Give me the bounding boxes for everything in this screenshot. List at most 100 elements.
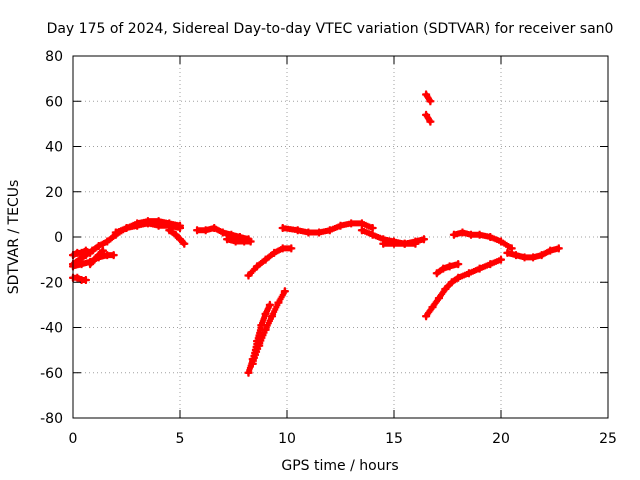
data-point (98, 246, 107, 255)
data-point (278, 223, 287, 232)
data-point (270, 248, 279, 257)
data-point (419, 235, 428, 244)
data-point (133, 221, 142, 230)
data-point (486, 260, 495, 269)
data-point (154, 221, 163, 230)
series-arc-19 (432, 260, 463, 278)
data-point (143, 219, 152, 228)
data-point (103, 237, 112, 246)
data-point (77, 260, 86, 269)
data-point (325, 226, 334, 235)
data-point (261, 255, 270, 264)
data-point (81, 275, 90, 284)
data-point (94, 251, 103, 260)
data-point (90, 255, 99, 264)
data-point (244, 368, 253, 377)
series-arc-16 (422, 90, 435, 106)
data-point (432, 269, 441, 278)
x-axis-ticks: 0 5 10 15 20 25 (69, 56, 617, 447)
data-point (223, 235, 232, 244)
data-point (368, 230, 377, 239)
x-tick-label: 10 (278, 431, 296, 447)
y-tick-label: 0 (54, 230, 63, 246)
series-arc-20 (449, 228, 516, 253)
data-point (497, 255, 505, 264)
y-tick-label: 40 (45, 140, 63, 156)
series-arc-17 (422, 110, 435, 126)
data-point (86, 260, 95, 269)
series-arc-10 (244, 244, 296, 280)
data-point (122, 223, 131, 232)
data-point (244, 271, 253, 280)
series-arc-6 (111, 219, 184, 237)
data-point (193, 226, 202, 235)
x-axis-label: GPS time / hours (281, 458, 398, 474)
data-point (503, 248, 512, 257)
y-tick-label: 20 (45, 185, 63, 201)
data-point (390, 239, 398, 248)
data-point (293, 226, 302, 235)
data-point (475, 230, 484, 239)
data-point (253, 262, 262, 271)
series-arc-11 (244, 300, 274, 377)
data-point (447, 278, 456, 287)
data-point (287, 244, 296, 253)
data-point (304, 228, 313, 237)
y-tick-label: -60 (40, 366, 63, 382)
y-tick-label: -40 (40, 321, 63, 337)
data-point (357, 226, 366, 235)
data-point (464, 269, 473, 278)
data-point (445, 262, 454, 271)
x-tick-label: 15 (385, 431, 403, 447)
data-point (261, 325, 270, 334)
data-point (520, 253, 529, 262)
data-point (439, 264, 448, 273)
data-point (347, 219, 356, 228)
data-point (454, 260, 463, 269)
data-point (475, 264, 484, 273)
y-tick-label: 60 (45, 94, 63, 110)
data-point (165, 226, 174, 235)
data-point (248, 359, 257, 368)
data-point (109, 251, 118, 260)
data-point (171, 230, 180, 239)
x-tick-label: 20 (492, 431, 510, 447)
data-point (246, 237, 255, 246)
data-point (357, 219, 366, 228)
data-point (368, 223, 377, 232)
x-tick-label: 5 (176, 431, 185, 447)
data-point (315, 228, 324, 237)
data-point (257, 321, 266, 330)
data-series (69, 90, 563, 377)
data-point (422, 312, 431, 321)
data-point (422, 90, 431, 99)
series-arc-5 (86, 246, 107, 269)
data-point (467, 230, 476, 239)
data-point (274, 298, 283, 307)
data-point (268, 312, 277, 321)
chart-title: Day 175 of 2024, Sidereal Day-to-day VTE… (47, 21, 614, 37)
data-point (454, 273, 463, 282)
data-point (255, 341, 264, 350)
y-tick-label: -20 (40, 275, 63, 291)
series-arc-9 (223, 235, 255, 246)
data-point (201, 226, 210, 235)
data-point (546, 246, 555, 255)
data-point (231, 237, 240, 246)
data-point (73, 273, 82, 282)
series-arc-18 (422, 255, 505, 321)
data-point (265, 300, 274, 309)
x-tick-label: 25 (599, 431, 617, 447)
data-point (554, 244, 563, 253)
data-point (88, 246, 97, 255)
data-point (379, 239, 388, 248)
data-point (280, 287, 289, 296)
series-arc-21 (503, 244, 563, 262)
data-point (458, 228, 467, 237)
series-arc-7 (165, 226, 189, 248)
data-point (218, 228, 227, 237)
data-point (529, 253, 538, 262)
series-arc-12 (248, 287, 289, 368)
